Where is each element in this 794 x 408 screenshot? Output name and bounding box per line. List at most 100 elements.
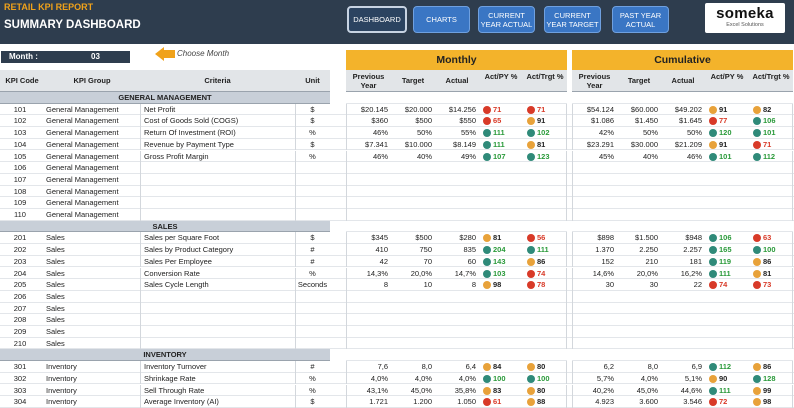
unit-cell: $ [310,139,315,149]
someka-logo[interactable]: someka Excel Solutions [705,3,785,33]
kpi-group-cell: Sales [46,338,65,348]
cumulative-actual-cell: 6,9 [691,362,702,372]
table-row[interactable]: 210 Sales [0,337,794,350]
month-value[interactable]: 03 [91,52,100,61]
table-row[interactable]: 304 Inventory Average Inventory (AI) $1.721… [0,396,794,408]
criteria-cell: Inventory Turnover [144,362,207,372]
month-selector[interactable]: Month : 03 [1,51,130,63]
unit-cell [295,291,330,303]
kpi-group-cell: General Management [46,210,119,219]
monthly-previous-year-cell: 46% [372,151,388,161]
cumulative-act-py-cell: 120 [719,128,732,138]
col-cumulative-previous-year: Previous Year [578,72,611,90]
cumulative-act-trgt-cell: 106 [763,116,776,126]
kpi-group-cell: General Management [46,163,119,173]
unit-cell: % [309,151,316,161]
status-dot-icon [483,117,491,126]
category-row: SALES [0,220,330,233]
cumulative-actual-cell: 2.257 [683,245,702,255]
cumulative-target-cell: 40% [642,151,658,161]
monthly-actual-cell: $8.149 [453,139,476,149]
table-row[interactable]: 109 General Management [0,197,794,209]
status-dot-icon [709,117,717,126]
cumulative-actual-cell: 3.546 [683,397,702,407]
cumulative-previous-year-cell: $1.086 [591,116,614,126]
monthly-act-trgt-cell: 74 [537,268,546,278]
cumulative-target-cell: 2.250 [639,245,658,255]
status-dot-icon [709,363,717,372]
monthly-previous-year-cell: $345 [371,233,388,243]
kpi-code-cell: 109 [13,198,27,208]
table-row[interactable]: 202 Sales Sales by Product Category #410 750… [0,244,794,256]
table-row[interactable]: 107 General Management [0,173,794,186]
status-dot-icon [527,363,535,372]
report-title: RETAIL KPI REPORT [4,2,94,12]
status-dot-icon [527,269,535,278]
table-row[interactable]: 303 Inventory Sell Through Rate% 43,1% 45,0%… [0,384,794,397]
charts-button[interactable]: CHARTS [413,6,470,33]
current-year-target-button[interactable]: CURRENT YEAR TARGET [544,6,601,33]
choose-month-hint: Choose Month [177,49,230,58]
status-dot-icon [709,152,717,161]
status-dot-icon [709,257,717,266]
criteria-cell: Net Profit [144,104,176,114]
status-dot-icon [483,363,491,372]
kpi-code-cell: 304 [13,397,27,407]
current-year-actual-button[interactable]: CURRENT YEAR ACTUAL [478,6,535,33]
col-monthly-act-py: Act/PY % [484,72,518,81]
table-row[interactable]: 206 Sales [0,290,794,303]
criteria-cell: Revenue by Payment Type [144,139,234,149]
cumulative-act-trgt-cell: 81 [763,268,772,278]
table-row[interactable]: 110 General Management [0,209,794,221]
table-row[interactable]: 209 Sales [0,326,794,338]
table-row[interactable]: 108 General Management [0,185,794,198]
table-row[interactable]: 204 Sales Conversion Rate% 14,3% 20,0% 14,7% 1… [0,267,794,280]
unit-cell: % [309,385,316,395]
criteria-cell: Sales Cycle Length [144,280,209,290]
monthly-act-trgt-cell: 86 [537,256,546,266]
table-row[interactable]: 106 General Management [0,162,794,174]
criteria-cell: Shrinkage Rate [144,373,196,383]
cumulative-act-py-cell: 119 [719,256,732,266]
dashboard-button[interactable]: DASHBOARD [347,6,407,33]
status-dot-icon [709,398,717,407]
cumulative-act-py-cell: 111 [719,385,731,395]
table-row[interactable]: 207 Sales [0,302,794,315]
kpi-code-cell: 104 [13,139,27,149]
cumulative-previous-year-cell: 40,2% [592,385,614,395]
status-dot-icon [753,363,761,372]
status-dot-icon [753,386,761,395]
criteria-cell [144,209,294,221]
unit-cell [295,326,330,338]
table-row[interactable]: 203 Sales Sales Per Employee #42 70 60 143 86 15… [0,255,794,268]
table-row[interactable]: 101 General Management Net Profit $ $20.145 $… [0,103,794,116]
unit-cell [295,186,330,198]
status-dot-icon [527,374,535,383]
monthly-target-cell: 8,0 [421,362,432,372]
cumulative-section-header: Cumulative [572,50,793,70]
table-row[interactable]: 103 General Management Return Of Investmen… [0,127,794,139]
criteria-cell [144,186,294,198]
past-year-actual-button[interactable]: PAST YEAR ACTUAL [612,6,669,33]
cumulative-target-cell: $1.500 [635,233,658,243]
status-dot-icon [483,105,491,114]
table-row[interactable]: 208 Sales [0,314,794,326]
status-dot-icon [527,257,535,266]
category-row-filler [346,349,567,362]
monthly-act-py-cell: 143 [493,256,506,266]
kpi-group-cell: Inventory [46,373,77,383]
table-row[interactable]: 201 Sales Sales per Square Foot $ $345 $500 $2… [0,232,794,245]
table-row[interactable]: 302 Inventory Shrinkage Rate% 4,0% 4,0% 4,0% 1… [0,372,794,385]
unit-cell: % [309,268,316,278]
status-dot-icon [527,117,535,126]
table-row[interactable]: 104 General Management Revenue by Payment … [0,138,794,151]
monthly-act-trgt-cell: 80 [537,385,546,395]
monthly-section-header: Monthly [346,50,567,70]
cumulative-target-cell: 30 [649,280,658,290]
table-row[interactable]: 205 Sales Sales Cycle Length Seconds 8 10 8 98 7… [0,279,794,291]
table-row[interactable]: 102 General Management Cost of Goods Sold … [0,115,794,128]
table-row[interactable]: 301 Inventory Inventory Turnover #7,6 8,0 6,4… [0,361,794,373]
table-row[interactable]: 105 General Management Gross Profit Margin… [0,150,794,163]
monthly-target-cell: 1.200 [413,397,432,407]
category-row-filler [346,92,567,104]
